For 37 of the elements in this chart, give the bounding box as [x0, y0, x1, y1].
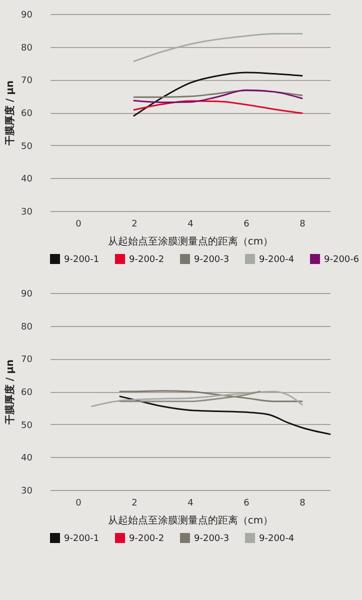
- legend-label: 9-200-4: [259, 534, 294, 544]
- x-tick-label: 8: [300, 498, 306, 508]
- y-axis-title: 干膜厚度 / μn: [4, 359, 16, 426]
- y-tick-label: 30: [21, 486, 33, 496]
- y-tick-label: 60: [21, 109, 33, 119]
- legend-label: 9-200-1: [64, 255, 100, 265]
- legend-label: 9-200-2: [129, 255, 164, 265]
- y-tick-label: 70: [21, 355, 33, 366]
- legend-label: 9-200-1: [64, 534, 100, 544]
- y-tick-label: 50: [21, 420, 33, 431]
- x-tick-label: 6: [244, 498, 250, 508]
- y-tick-label: 40: [21, 454, 33, 464]
- x-tick-label: 8: [300, 220, 306, 230]
- legend-label: 9-200-4: [259, 255, 294, 265]
- legend-label: 9-200-2: [129, 534, 164, 544]
- legend-label: 9-200-3: [194, 534, 230, 544]
- legend-label: 9-200-6: [324, 255, 360, 265]
- x-axis-title: 从起始点至涂膜测量点的距离（cm）: [108, 236, 274, 248]
- y-axis-title: 干膜厚度 / μn: [4, 80, 16, 147]
- legend-label: 9-200-3: [194, 255, 230, 265]
- x-tick-label: 2: [132, 220, 138, 230]
- y-tick-label: 90: [21, 290, 33, 300]
- y-tick-label: 40: [21, 174, 33, 185]
- y-tick-label: 50: [21, 142, 33, 152]
- x-tick-label: 2: [132, 498, 138, 508]
- x-tick-label: 4: [188, 498, 194, 508]
- y-tick-label: 80: [21, 322, 33, 332]
- y-tick-label: 80: [21, 43, 33, 54]
- y-tick-label: 70: [21, 76, 33, 86]
- y-tick-label: 30: [21, 208, 33, 218]
- x-axis-title: 从起始点至涂膜测量点的距离（cm）: [108, 514, 274, 526]
- y-tick-label: 60: [21, 388, 33, 398]
- x-tick-label: 0: [76, 498, 82, 508]
- y-tick-label: 90: [21, 10, 33, 20]
- x-tick-label: 0: [76, 220, 82, 230]
- x-tick-label: 6: [244, 220, 250, 230]
- x-tick-label: 4: [188, 220, 194, 230]
